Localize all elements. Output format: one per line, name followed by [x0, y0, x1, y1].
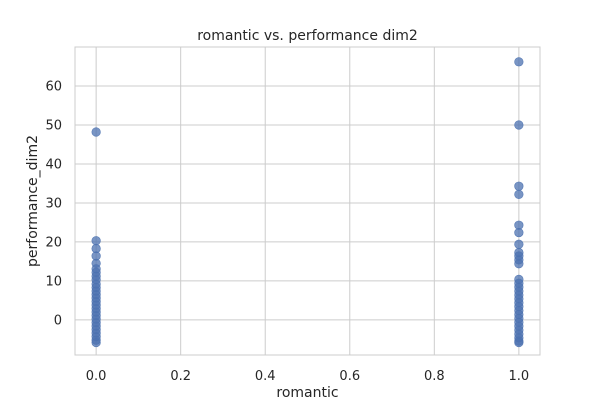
scatter-point [514, 259, 524, 269]
scatter-point [514, 189, 524, 199]
y-tick-label: 40 [45, 157, 62, 172]
x-tick-label: 0.4 [255, 369, 276, 384]
x-tick-label: 0.6 [339, 369, 360, 384]
scatter-point [514, 181, 524, 191]
x-tick-label: 0.0 [86, 369, 107, 384]
scatter-point [91, 337, 101, 348]
y-tick-label: 60 [45, 79, 62, 94]
y-axis-title: performance_dim2 [25, 135, 41, 267]
y-tick-label: 0 [54, 313, 62, 328]
scatter-point [514, 120, 524, 130]
scatter-point [514, 337, 524, 348]
x-tick-label: 0.8 [424, 369, 445, 384]
plot-frame [74, 46, 541, 356]
x-tick-labels: 0.0 0.2 0.4 0.6 0.8 1.0 [86, 369, 529, 384]
y-tick-label: 30 [45, 196, 62, 211]
y-tick-label: 20 [45, 235, 62, 250]
data-points [91, 57, 524, 348]
scatter-point [514, 227, 524, 238]
x-tick-label: 1.0 [509, 369, 530, 384]
scatter-point [91, 236, 101, 246]
scatter-point [514, 239, 524, 249]
scatter-point [514, 57, 524, 67]
scatter-point [91, 127, 101, 137]
y-tick-label: 50 [45, 118, 62, 133]
x-tick-label: 0.2 [170, 369, 191, 384]
y-tick-label: 10 [45, 274, 62, 289]
x-axis-title: romantic [276, 385, 338, 400]
y-tick-labels: 0 10 20 30 40 50 60 [45, 79, 62, 328]
chart-title: romantic vs. performance dim2 [197, 28, 418, 44]
grid [75, 47, 540, 355]
